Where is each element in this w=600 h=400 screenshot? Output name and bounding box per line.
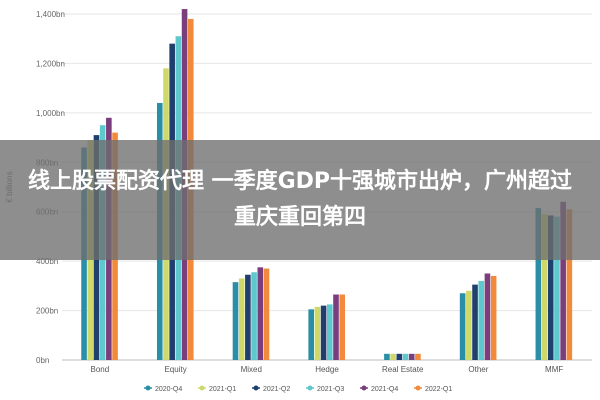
legend-marker [415, 385, 421, 391]
bar [263, 268, 270, 360]
bar [333, 294, 339, 360]
y-tick-label: 1,400bn [36, 10, 65, 19]
banner-title: 线上股票配资代理 一季度GDP十强城市出炉，广州超过重庆重回第四 [27, 169, 573, 230]
legend-label: 2020-Q4 [155, 386, 182, 393]
x-category-label: Bond [91, 365, 110, 374]
bar [554, 216, 560, 360]
y-tick-label: 200bn [36, 307, 58, 316]
legend-marker [199, 385, 205, 391]
bar [490, 275, 497, 360]
x-category-label: Hedge [315, 365, 339, 374]
legend-marker [253, 385, 259, 391]
legend-marker [307, 385, 313, 391]
y-tick-label: 1,200bn [36, 59, 65, 68]
legend-label: 2021-Q4 [371, 386, 398, 393]
bar [327, 304, 333, 360]
bar [472, 284, 478, 360]
y-tick-label: 0bn [36, 356, 49, 365]
x-category-label: Real Estate [382, 365, 424, 374]
x-category-label: Mixed [241, 365, 262, 374]
x-category-label: MMF [545, 365, 563, 374]
bar [339, 294, 345, 360]
bar [459, 293, 466, 360]
bar [245, 274, 251, 360]
bar [566, 209, 573, 360]
y-tick-label: 400bn [36, 257, 58, 266]
bar [408, 353, 415, 360]
overlay-banner: 线上股票配资代理 一季度GDP十强城市出炉，广州超过重庆重回第四 [0, 140, 600, 260]
bar [560, 201, 566, 360]
bar [535, 208, 542, 360]
bar [308, 309, 314, 360]
legend-label: 2021-Q1 [209, 386, 236, 393]
bar [547, 215, 554, 360]
bar [320, 305, 327, 360]
x-category-label: Equity [164, 365, 186, 374]
bar [251, 272, 257, 360]
legend-label: 2022-Q1 [425, 386, 452, 393]
bar [402, 353, 409, 360]
bar [257, 267, 264, 360]
legend-marker [145, 385, 151, 391]
bar [415, 353, 421, 360]
legend-marker [361, 385, 367, 391]
bar [390, 353, 396, 360]
x-category-label: Other [468, 365, 488, 374]
bar [478, 280, 485, 360]
bar [314, 306, 321, 360]
legend-label: 2021-Q2 [263, 386, 290, 393]
bar [384, 353, 390, 360]
bar [541, 214, 548, 360]
bar [484, 273, 491, 360]
bar [466, 290, 472, 360]
y-tick-label: 1,000bn [36, 109, 65, 118]
bar [238, 278, 245, 360]
bar [396, 353, 403, 360]
bar [232, 282, 239, 360]
legend-label: 2021-Q3 [317, 386, 344, 393]
